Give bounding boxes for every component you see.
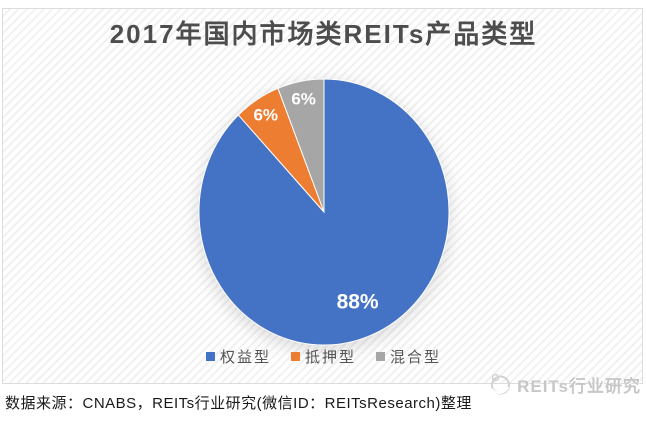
data-source-text: 数据来源：CNABS，REITs行业研究(微信ID：REITsResearch)… (5, 395, 472, 412)
legend-swatch-equity (205, 352, 215, 361)
chart-legend: 权益型 抵押型 混合型 (0, 346, 647, 367)
legend-swatch-mortgage (290, 352, 300, 361)
legend-item-equity: 权益型 (205, 346, 271, 367)
legend-item-mortgage: 抵押型 (290, 346, 356, 367)
legend-label-hybrid: 混合型 (390, 349, 442, 366)
watermark-text: REITs行业研究 (517, 376, 641, 396)
chart-panel (2, 8, 643, 384)
reits-logo-icon (491, 373, 511, 395)
chart-title: 2017年国内市场类REITs产品类型 (109, 19, 538, 49)
legend-label-mortgage: 抵押型 (304, 349, 356, 366)
watermark: REITs行业研究 (488, 371, 641, 397)
legend-item-hybrid: 混合型 (376, 346, 441, 367)
legend-swatch-hybrid (376, 352, 385, 361)
legend-label-equity: 权益型 (219, 349, 271, 366)
